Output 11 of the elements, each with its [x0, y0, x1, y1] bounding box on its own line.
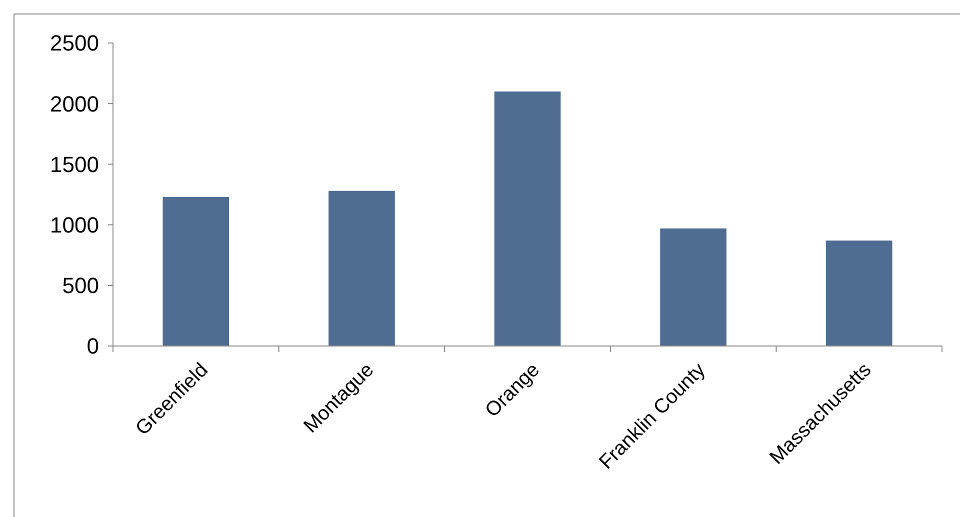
bar: [162, 196, 230, 346]
y-tick-label: 2500: [50, 30, 99, 56]
y-tick-label: 1500: [50, 152, 99, 177]
y-tick-label: 1000: [50, 212, 99, 238]
bar: [494, 91, 561, 346]
bar: [660, 228, 726, 346]
bar: [826, 240, 892, 346]
y-tick-label: 0: [86, 334, 99, 359]
y-tick-label: 2000: [50, 91, 99, 116]
bar: [328, 190, 395, 346]
y-tick-label: 500: [62, 273, 99, 298]
